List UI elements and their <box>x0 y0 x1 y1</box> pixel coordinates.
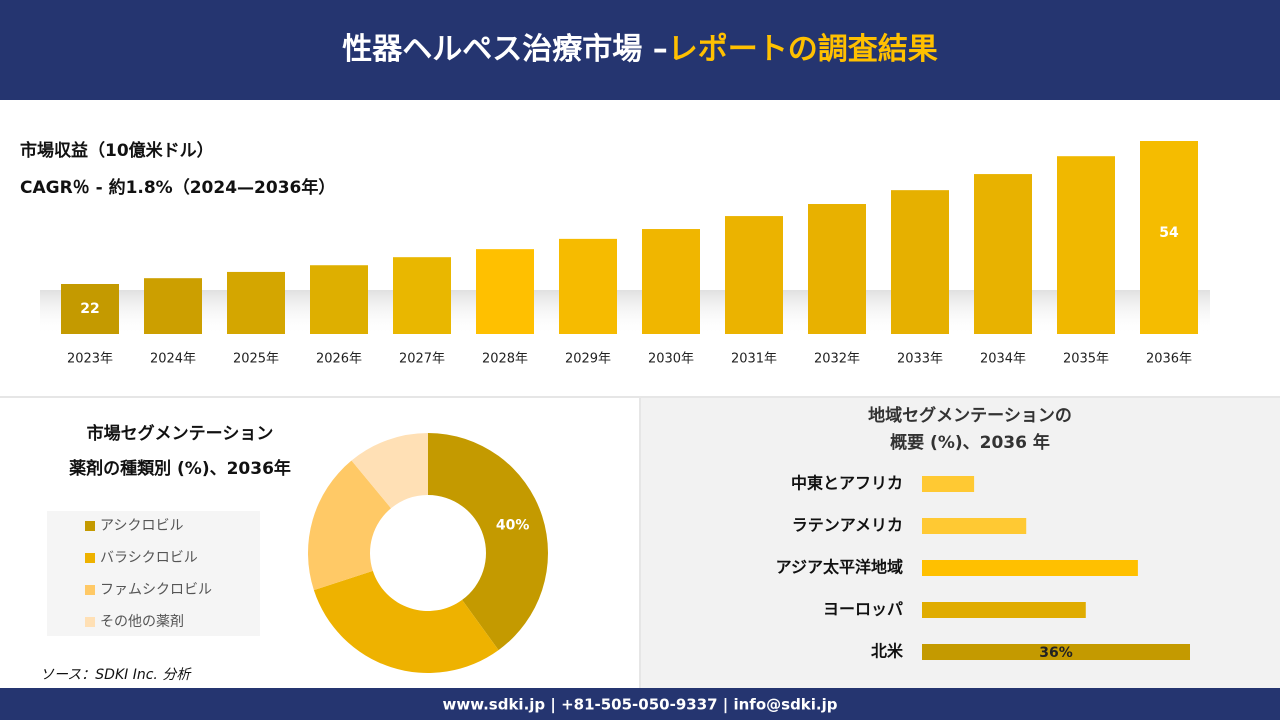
bar <box>310 265 368 334</box>
x-tick-label: 2032年 <box>814 352 860 367</box>
bar <box>1140 141 1198 334</box>
x-tick-label: 2025年 <box>233 352 279 367</box>
footer-text: www.sdki.jp | +81-505-050-9337 | info@sd… <box>442 696 837 715</box>
bar-title: 市場収益（10億米ドル） <box>20 140 214 161</box>
value-label: 40% <box>496 517 530 533</box>
header-title: 性器ヘルペス治療市場 –レポートの調査結果 <box>342 32 937 67</box>
region-subtitle: 概要 (%)、2036 年 <box>890 432 1050 453</box>
bar <box>227 271 285 334</box>
donut-slice <box>428 433 548 651</box>
legend-box <box>47 511 260 636</box>
bar <box>393 257 451 334</box>
donut-slice <box>351 433 428 509</box>
y-tick-label: ヨーロッパ <box>823 600 903 619</box>
value-label: 22 <box>80 301 99 317</box>
bar <box>642 229 700 334</box>
region-panel <box>641 398 1280 688</box>
value-label: 36% <box>1039 645 1073 661</box>
bar <box>922 476 975 492</box>
x-tick-label: 2031年 <box>731 352 777 367</box>
bar <box>891 190 949 334</box>
region-title: 地域セグメンテーションの <box>868 405 1072 426</box>
x-tick-label: 2036年 <box>1146 352 1192 367</box>
bar <box>559 238 617 334</box>
title-accent: レポートの調査結果 <box>668 32 938 67</box>
legend-label: その他の薬剤 <box>100 614 184 630</box>
source: ソース：SDKI Inc. 分析 <box>40 667 192 683</box>
legend-label: バラシクロビル <box>100 550 198 566</box>
x-tick-label: 2028年 <box>482 352 528 367</box>
bar <box>922 518 1027 534</box>
y-tick-label: 北米 <box>871 642 904 661</box>
x-tick-label: 2030年 <box>648 352 694 367</box>
donut-slice <box>313 570 499 674</box>
y-tick-label: アジア太平洋地域 <box>776 558 903 577</box>
donut-title: 市場セグメンテーション <box>87 423 274 444</box>
x-tick-label: 2035年 <box>1063 352 1109 367</box>
bar-subtitle: CAGR％ - 約1.8%（2024—2036年） <box>20 177 335 198</box>
y-tick-label: ラテンアメリカ <box>792 516 903 535</box>
bar <box>922 560 1138 576</box>
bar <box>1057 156 1115 334</box>
x-tick-label: 2023年 <box>67 352 113 367</box>
legend-label: アシクロビル <box>100 518 183 534</box>
bar-shadow <box>40 290 1210 335</box>
bar <box>922 602 1086 618</box>
x-tick-label: 2024年 <box>150 352 196 367</box>
header-band <box>0 0 1280 100</box>
bar <box>725 216 783 334</box>
bar <box>922 644 1190 660</box>
x-tick-label: 2027年 <box>399 352 445 367</box>
legend-swatch <box>85 553 95 563</box>
donut-subtitle: 薬剤の種類別 (%)、2036年 <box>69 458 291 479</box>
bar <box>974 174 1032 334</box>
donut-slice <box>308 460 392 591</box>
bar <box>808 204 866 334</box>
y-tick-label: 中東とアフリカ <box>791 474 903 493</box>
title-main: 性器ヘルペス治療市場 – <box>342 32 667 67</box>
bar <box>61 284 119 334</box>
legend-swatch <box>85 521 95 531</box>
x-tick-label: 2029年 <box>565 352 611 367</box>
x-tick-label: 2026年 <box>316 352 362 367</box>
bar <box>476 249 534 334</box>
legend-label: ファムシクロビル <box>100 582 212 598</box>
x-tick-label: 2033年 <box>897 352 943 367</box>
legend-swatch <box>85 617 95 627</box>
value-label: 54 <box>1159 225 1179 241</box>
bar <box>144 278 202 334</box>
footer-band <box>0 688 1280 720</box>
legend-swatch <box>85 585 95 595</box>
x-tick-label: 2034年 <box>980 352 1026 367</box>
